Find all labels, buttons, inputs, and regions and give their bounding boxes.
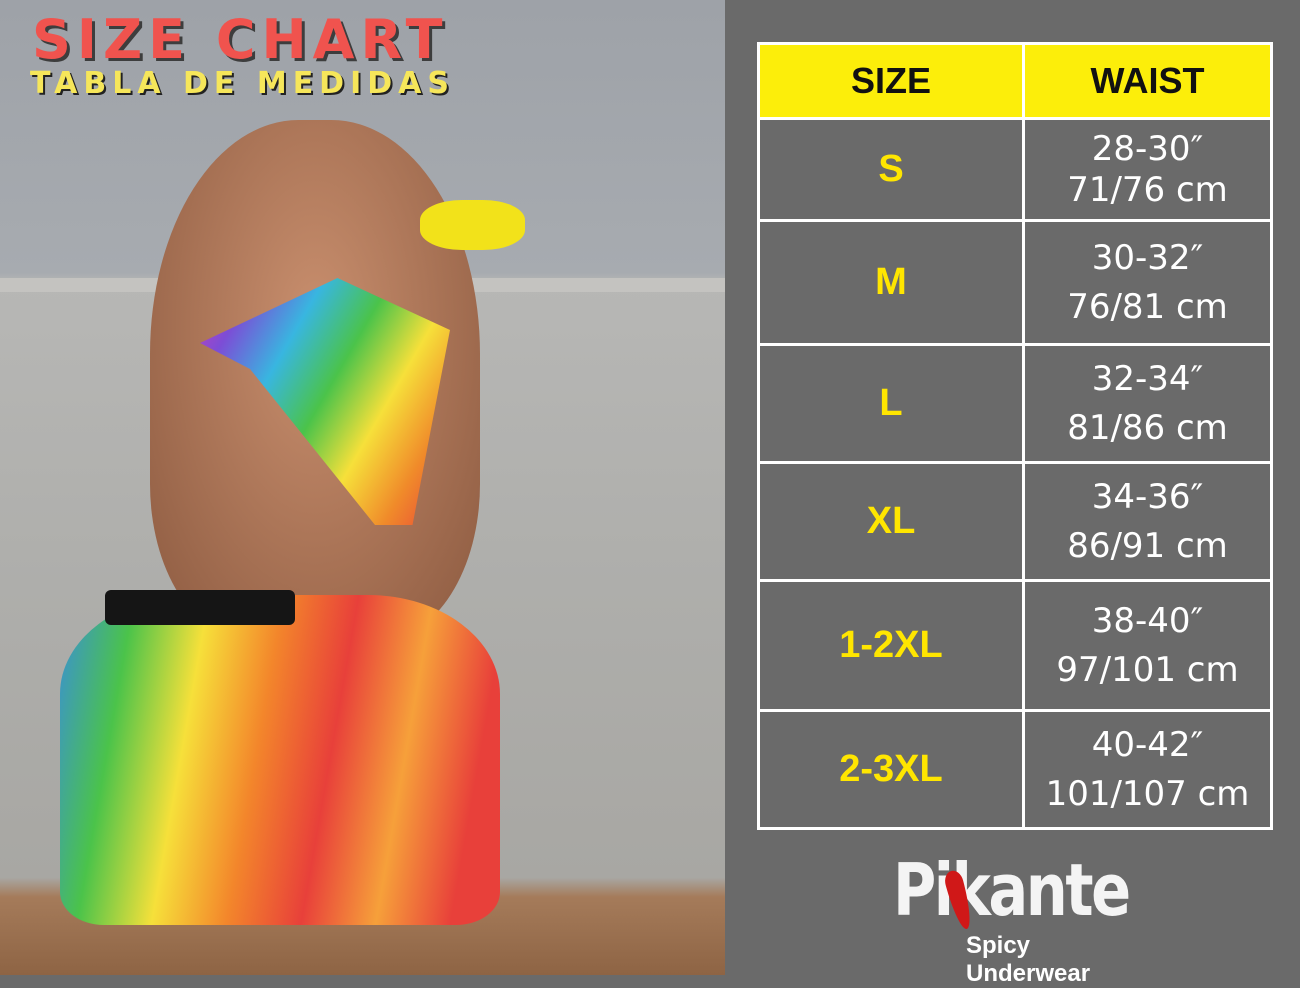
waistband: [105, 590, 295, 625]
size-cell: L: [757, 343, 1025, 464]
size-chart-title: SIZE CHART: [32, 8, 449, 71]
waist-inches: 28-30″: [1091, 128, 1204, 169]
waist-inches: 32-34″: [1091, 358, 1204, 399]
waist-inches: 34-36″: [1091, 476, 1204, 517]
size-cell: XL: [757, 461, 1025, 582]
waist-cell: 28-30″ 71/76 cm: [1022, 117, 1273, 222]
waist-cm: 71/76 cm: [1067, 169, 1228, 210]
table-row: M 30-32″ 76/81 cm: [757, 219, 1273, 346]
brand-logo: Pikante Spicy Underwear: [893, 848, 1153, 987]
waist-cell: 38-40″ 97/101 cm: [1022, 579, 1273, 712]
waist-cm: 97/101 cm: [1056, 649, 1239, 690]
waist-inches: 38-40″: [1091, 600, 1204, 641]
header-size: SIZE: [757, 42, 1025, 120]
waist-cm: 76/81 cm: [1067, 286, 1228, 327]
table-header: SIZE WAIST: [757, 42, 1273, 120]
size-cell: M: [757, 219, 1025, 346]
table-row: 2-3XL 40-42″ 101/107 cm: [757, 709, 1273, 830]
table-row: XL 34-36″ 86/91 cm: [757, 461, 1273, 582]
yellow-goggles: [420, 200, 525, 250]
waist-cm: 81/86 cm: [1067, 407, 1228, 448]
brand-tagline: Spicy Underwear: [966, 932, 1091, 987]
waist-cell: 32-34″ 81/86 cm: [1022, 343, 1273, 464]
header-waist: WAIST: [1022, 42, 1273, 120]
size-cell: S: [757, 117, 1025, 222]
table-row: S 28-30″ 71/76 cm: [757, 117, 1273, 222]
brand-name: Pikante: [893, 848, 1131, 932]
waist-cm: 101/107 cm: [1045, 773, 1250, 814]
size-chart-subtitle: TABLA DE MEDIDAS: [30, 66, 455, 101]
size-table: SIZE WAIST S 28-30″ 71/76 cm M 30-32″ 76/8…: [757, 42, 1273, 830]
table-row: L 32-34″ 81/86 cm: [757, 343, 1273, 464]
rainbow-leggings: [60, 595, 500, 925]
waist-cell: 40-42″ 101/107 cm: [1022, 709, 1273, 830]
waist-cm: 86/91 cm: [1067, 525, 1228, 566]
table-row: 1-2XL 38-40″ 97/101 cm: [757, 579, 1273, 712]
waist-inches: 30-32″: [1091, 237, 1204, 278]
size-cell: 1-2XL: [757, 579, 1025, 712]
size-cell: 2-3XL: [757, 709, 1025, 830]
waist-cell: 34-36″ 86/91 cm: [1022, 461, 1273, 582]
waist-inches: 40-42″: [1091, 724, 1204, 765]
model-photo: [0, 0, 725, 975]
waist-cell: 30-32″ 76/81 cm: [1022, 219, 1273, 346]
